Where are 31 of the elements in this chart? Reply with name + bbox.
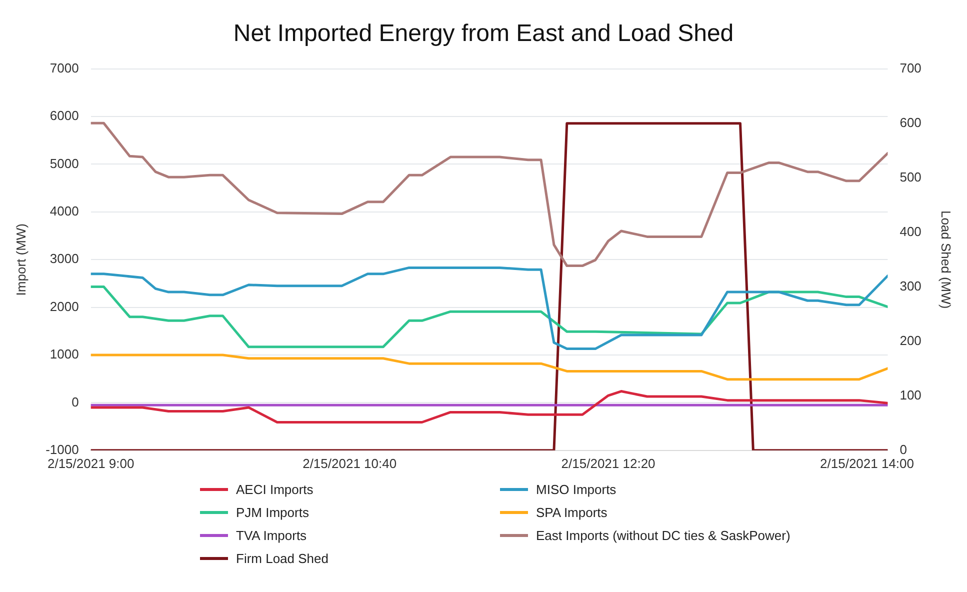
x-tick-label: 2/15/2021 14:00 [820, 456, 914, 471]
x-tick-label: 2/15/2021 9:00 [47, 456, 134, 471]
y-tick-label: 4000 [50, 203, 79, 218]
y-tick-label: 3000 [50, 251, 79, 266]
legend-label: MISO Imports [536, 482, 616, 497]
y2-tick-label: 300 [900, 278, 922, 294]
y2-axis-title: Load Shed (MW) [938, 210, 954, 309]
x-tick-label: 2/15/2021 10:40 [302, 456, 397, 471]
y2-tick-label: 500 [900, 169, 922, 184]
legend-label: TVA Imports [236, 528, 307, 543]
legend-label: PJM Imports [236, 505, 309, 520]
y-tick-label: 5000 [50, 156, 79, 171]
y-tick-label: 1000 [50, 346, 79, 362]
legend-label: Firm Load Shed [236, 551, 328, 566]
chart-title: Net Imported Energy from East and Load Shed [233, 20, 734, 48]
y2-tick-label: 600 [900, 114, 922, 130]
y-tick-label: -1000 [46, 442, 79, 457]
y2-tick-label: 400 [900, 224, 922, 239]
y-axis-title: Import (MW) [13, 223, 28, 296]
y-tick-label: 2000 [50, 298, 79, 314]
y-tick-label: 7000 [50, 60, 79, 76]
legend-label: AECI Imports [236, 482, 314, 497]
y2-tick-label: 100 [900, 387, 922, 402]
x-tick-label: 2/15/2021 12:20 [561, 456, 656, 471]
legend-label: SPA Imports [536, 505, 608, 520]
legend-label: East Imports (without DC ties & SaskPower) [536, 528, 790, 543]
y2-tick-label: 0 [900, 442, 907, 457]
y2-tick-label: 200 [900, 332, 922, 348]
y2-tick-label: 700 [900, 60, 922, 76]
y-tick-label: 0 [72, 394, 79, 410]
y-tick-label: 6000 [50, 108, 79, 124]
